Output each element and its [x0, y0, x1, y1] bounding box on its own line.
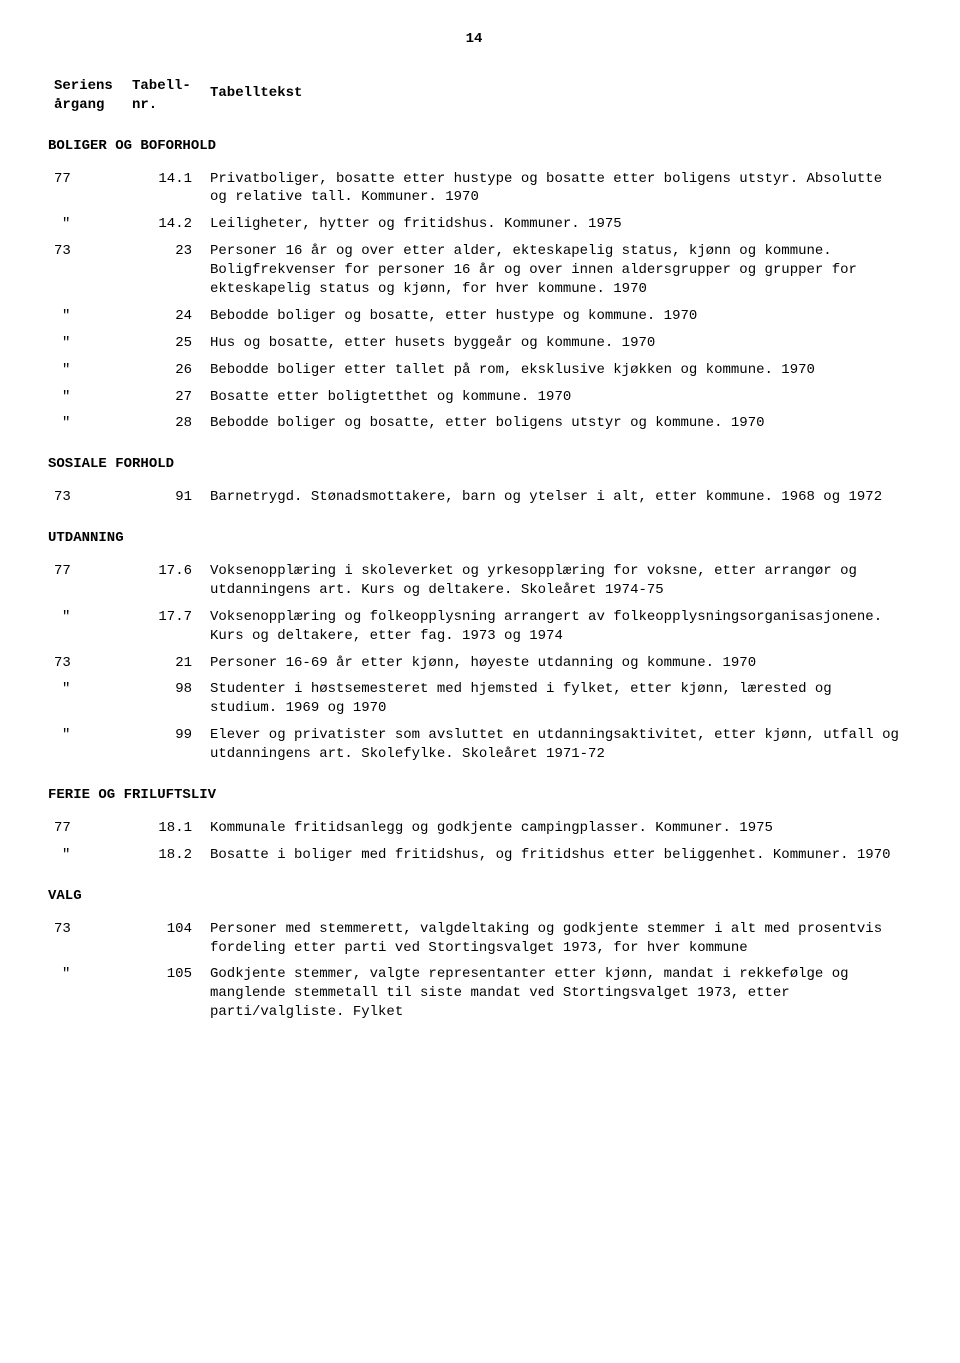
entry-text: Voksenopplæring og folkeopplysning arran… [210, 608, 900, 646]
entry-year: 77 [48, 170, 132, 208]
entry-year: " [48, 680, 132, 718]
entry-text: Bebodde boliger og bosatte, etter bolige… [210, 414, 900, 433]
entry-number: 99 [132, 726, 210, 764]
entry-number: 105 [132, 965, 210, 1022]
entry-number: 26 [132, 361, 210, 380]
entry-year: 73 [48, 920, 132, 958]
table-row: "28Bebodde boliger og bosatte, etter bol… [48, 414, 900, 433]
entry-text: Personer med stemmerett, valgdeltaking o… [210, 920, 900, 958]
table-header: Seriens årgang Tabell- nr. Tabelltekst [48, 77, 900, 115]
section-title: FERIE OG FRILUFTSLIV [48, 786, 900, 805]
entry-year: 77 [48, 562, 132, 600]
entry-text: Kommunale fritidsanlegg og godkjente cam… [210, 819, 900, 838]
table-row: "99Elever og privatister som avsluttet e… [48, 726, 900, 764]
entry-text: Bosatte i boliger med fritidshus, og fri… [210, 846, 900, 865]
header-num-l2: nr. [132, 97, 157, 113]
section-title: UTDANNING [48, 529, 900, 548]
entry-year: " [48, 388, 132, 407]
header-num-l1: Tabell- [132, 78, 191, 94]
header-col-text: Tabelltekst [210, 77, 900, 115]
entry-year: " [48, 846, 132, 865]
entry-year: " [48, 307, 132, 326]
entry-year: " [48, 361, 132, 380]
entry-text: Bosatte etter boligtetthet og kommune. 1… [210, 388, 900, 407]
entry-number: 17.6 [132, 562, 210, 600]
entry-number: 21 [132, 654, 210, 673]
table-row: "26Bebodde boliger etter tallet på rom, … [48, 361, 900, 380]
entry-number: 17.7 [132, 608, 210, 646]
entry-year: 77 [48, 819, 132, 838]
entry-number: 25 [132, 334, 210, 353]
entry-text: Elever og privatister som avsluttet en u… [210, 726, 900, 764]
entry-year: " [48, 726, 132, 764]
entry-text: Barnetrygd. Stønadsmottakere, barn og yt… [210, 488, 900, 507]
entry-number: 18.1 [132, 819, 210, 838]
table-row: 7391Barnetrygd. Stønadsmottakere, barn o… [48, 488, 900, 507]
header-col-year: Seriens årgang [48, 77, 132, 115]
entry-year: 73 [48, 242, 132, 299]
table-row: "25Hus og bosatte, etter husets byggeår … [48, 334, 900, 353]
entry-number: 28 [132, 414, 210, 433]
entry-number: 91 [132, 488, 210, 507]
entry-year: " [48, 965, 132, 1022]
header-text: Tabelltekst [210, 85, 302, 101]
entry-number: 23 [132, 242, 210, 299]
table-row: "14.2Leiligheter, hytter og fritidshus. … [48, 215, 900, 234]
entry-text: Voksenopplæring i skoleverket og yrkesop… [210, 562, 900, 600]
entry-year: 73 [48, 488, 132, 507]
table-row: 7714.1Privatboliger, bosatte etter husty… [48, 170, 900, 208]
entry-text: Hus og bosatte, etter husets byggeår og … [210, 334, 900, 353]
entry-year: " [48, 334, 132, 353]
table-row: 7717.6Voksenopplæring i skoleverket og y… [48, 562, 900, 600]
entry-year: " [48, 608, 132, 646]
header-year-l2: årgang [54, 97, 104, 113]
table-row: 7718.1Kommunale fritidsanlegg og godkjen… [48, 819, 900, 838]
entry-year: 73 [48, 654, 132, 673]
entry-text: Studenter i høstsemesteret med hjemsted … [210, 680, 900, 718]
page-number: 14 [48, 30, 900, 49]
entry-text: Privatboliger, bosatte etter hustype og … [210, 170, 900, 208]
entry-text: Bebodde boliger etter tallet på rom, eks… [210, 361, 900, 380]
entry-number: 18.2 [132, 846, 210, 865]
entry-number: 24 [132, 307, 210, 326]
entry-number: 104 [132, 920, 210, 958]
entry-text: Personer 16 år og over etter alder, ekte… [210, 242, 900, 299]
entry-text: Godkjente stemmer, valgte representanter… [210, 965, 900, 1022]
table-row: 7323Personer 16 år og over etter alder, … [48, 242, 900, 299]
table-row: "24Bebodde boliger og bosatte, etter hus… [48, 307, 900, 326]
section-title: VALG [48, 887, 900, 906]
entry-text: Bebodde boliger og bosatte, etter hustyp… [210, 307, 900, 326]
entry-year: " [48, 215, 132, 234]
section-title: SOSIALE FORHOLD [48, 455, 900, 474]
document-page: 14 Seriens årgang Tabell- nr. Tabellteks… [0, 0, 960, 1363]
header-year-l1: Seriens [54, 78, 113, 94]
header-col-num: Tabell- nr. [132, 77, 210, 115]
entry-number: 14.1 [132, 170, 210, 208]
table-row: "17.7Voksenopplæring og folkeopplysning … [48, 608, 900, 646]
entry-year: " [48, 414, 132, 433]
table-row: 73104Personer med stemmerett, valgdeltak… [48, 920, 900, 958]
entry-number: 14.2 [132, 215, 210, 234]
entry-text: Leiligheter, hytter og fritidshus. Kommu… [210, 215, 900, 234]
sections-container: BOLIGER OG BOFORHOLD7714.1Privatboliger,… [48, 137, 900, 1022]
table-row: "27Bosatte etter boligtetthet og kommune… [48, 388, 900, 407]
table-row: "105Godkjente stemmer, valgte representa… [48, 965, 900, 1022]
table-row: "98Studenter i høstsemesteret med hjemst… [48, 680, 900, 718]
entry-number: 98 [132, 680, 210, 718]
entry-text: Personer 16-69 år etter kjønn, høyeste u… [210, 654, 900, 673]
table-row: 7321Personer 16-69 år etter kjønn, høyes… [48, 654, 900, 673]
section-title: BOLIGER OG BOFORHOLD [48, 137, 900, 156]
entry-number: 27 [132, 388, 210, 407]
table-row: "18.2Bosatte i boliger med fritidshus, o… [48, 846, 900, 865]
